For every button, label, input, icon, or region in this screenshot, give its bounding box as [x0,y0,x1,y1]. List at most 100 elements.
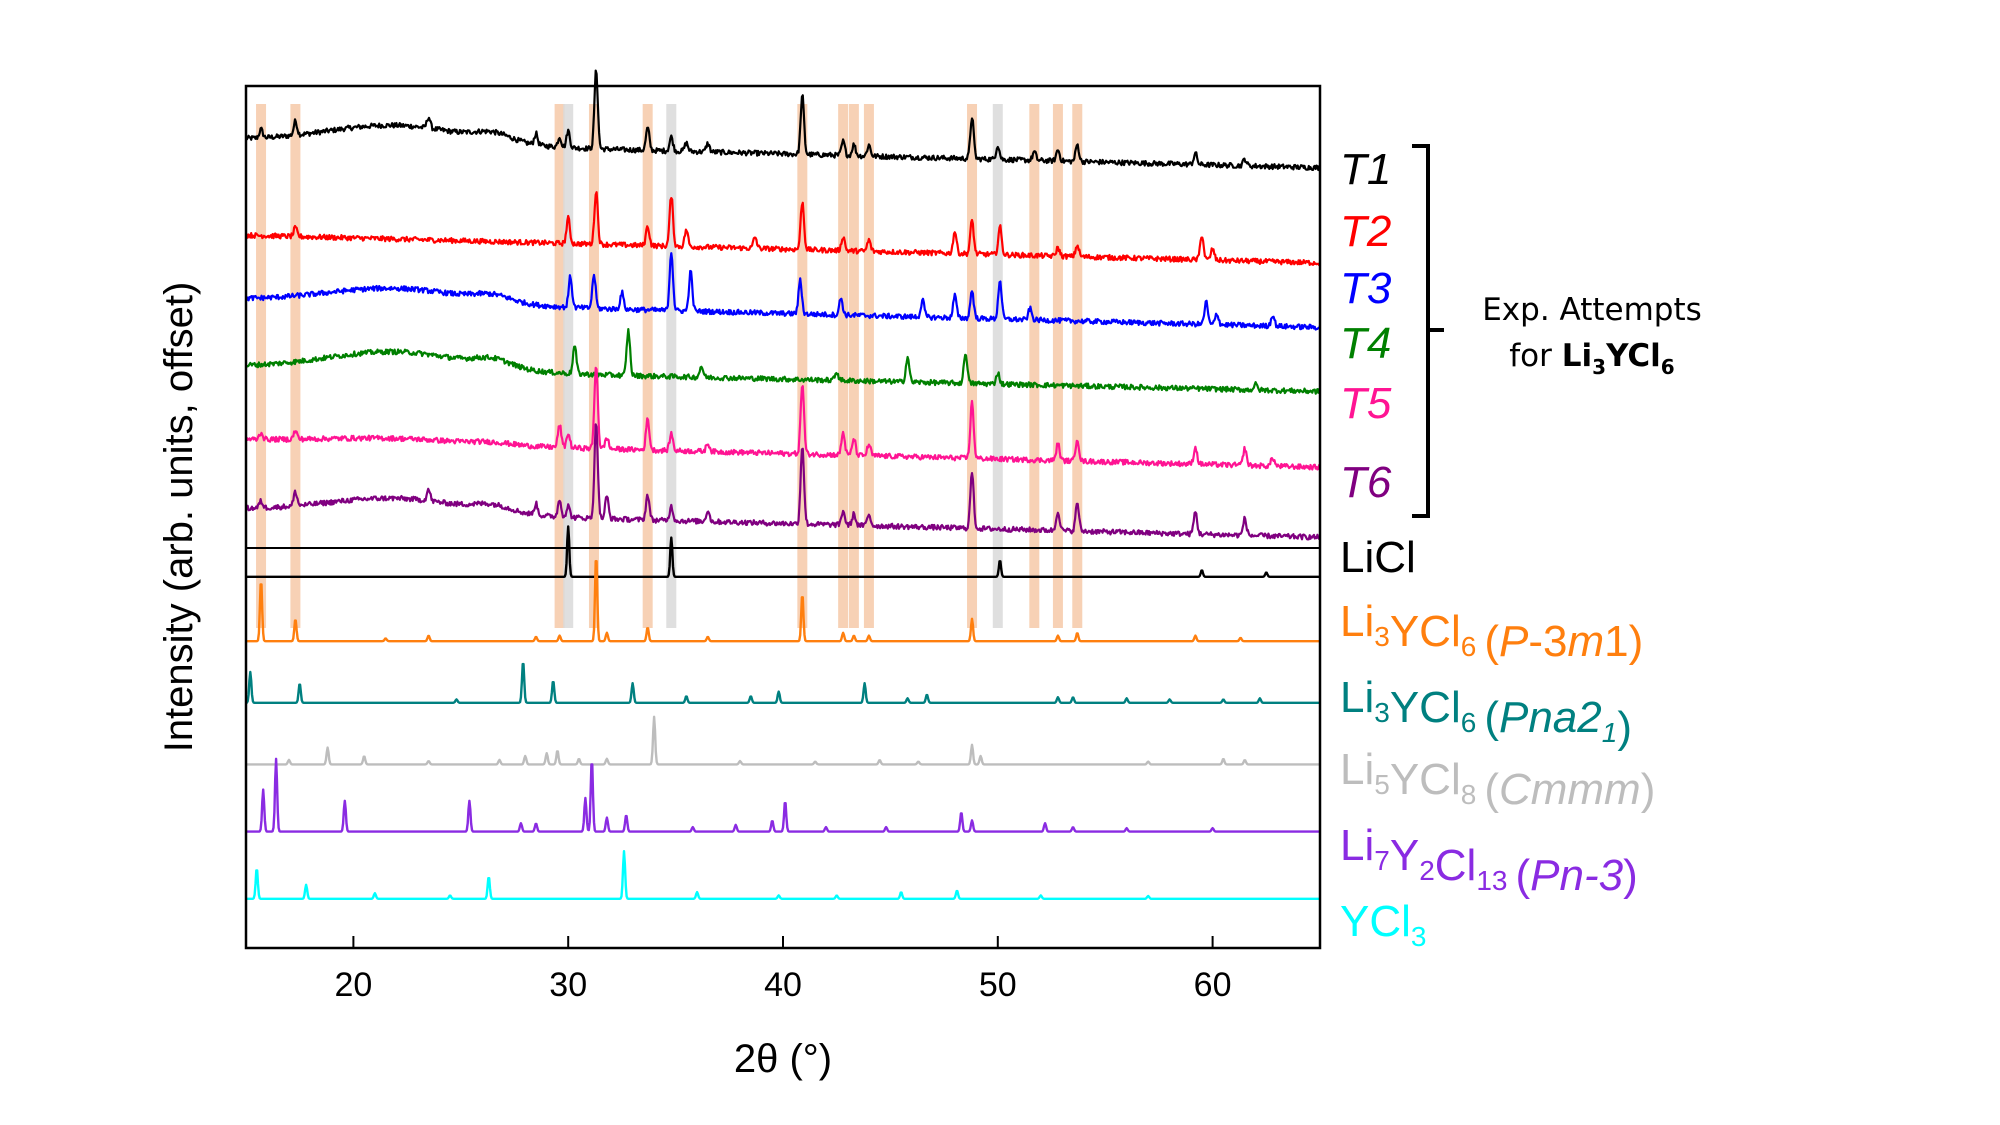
trace-li5ycl8-cmmm- [245,715,1321,766]
trace-ycl3 [245,850,1321,900]
label-t5-text: T5 [1340,379,1392,428]
bracket-text-line2: for Li3YCl6 [1509,338,1674,379]
label-t2: T2 [1340,207,1391,256]
label-li5ycl8-cmmm--paren-close: ) [1641,765,1656,814]
label-li7y2cl13-pn-3--subscript: 7 [1374,845,1390,876]
orange-reference-band-3 [588,104,599,628]
label-li7y2cl13-pn-3--subscript: 2 [1419,855,1435,886]
trace-t3 [244,252,1322,331]
trace-licl [245,525,1321,578]
label-li5ycl8-cmmm-: Li5YCl8 (Cmmm) [1340,745,1655,814]
bracket-shape [1412,144,1444,518]
label-li3ycl6-pna21--element: Li [1340,673,1374,722]
label-li3ycl6-pna21--paren-close: ) [1617,703,1632,752]
bracket-formula-ycl: YCl [1605,338,1661,374]
label-li7y2cl13-pn-3--element: Cl [1435,841,1477,890]
label-t4-text: T4 [1340,319,1391,368]
label-li3ycl6-p-3m1--subscript: 3 [1374,621,1390,652]
label-t6: T6 [1340,458,1392,507]
label-li3ycl6-p-3m1--paren-open: ( [1484,617,1499,666]
diffraction-traces [244,69,1322,900]
label-li5ycl8-cmmm--element: Li [1340,745,1374,794]
label-t4: T4 [1340,319,1391,368]
label-li3ycl6-p-3m1--element: Li [1340,597,1374,646]
orange-reference-band-7 [848,104,859,628]
label-t2-text: T2 [1340,207,1391,256]
label-li3ycl6-pna21-: Li3YCl6 (Pna21) [1340,673,1632,752]
label-li3ycl6-p-3m1--element: YCl [1390,607,1461,656]
trace-li3ycl6-p-3m1- [245,560,1321,643]
trace-t4 [245,328,1322,395]
x-axis-ticks: 20 30 40 50 60 [334,936,1232,1004]
label-li5ycl8-cmmm--paren-open: ( [1484,765,1499,814]
label-li3ycl6-p-3m1--phase-p: P [1499,617,1529,666]
label-licl-text: LiCl [1340,533,1416,582]
label-li3ycl6-p-3m1--paren-close: ) [1629,617,1644,666]
experimental-attempts-bracket: Exp. Attempts for Li3YCl6 [1412,144,1702,518]
orange-reference-band-11 [1052,104,1063,628]
orange-reference-band-12 [1072,104,1083,628]
orange-reference-band-6 [838,104,849,628]
x-tick-label-30: 30 [549,966,587,1004]
label-li5ycl8-cmmm--subscript: 8 [1461,779,1477,810]
bracket-formula-sub2: 6 [1661,355,1675,379]
x-tick-label-50: 50 [979,966,1017,1004]
label-li3ycl6-p-3m1--phase-3: -3 [1528,617,1567,666]
x-tick-label-20: 20 [334,966,372,1004]
bracket-formula-li: Li [1562,338,1592,374]
label-li7y2cl13-pn-3--element: Y [1390,831,1419,880]
label-t1: T1 [1340,145,1391,194]
label-li7y2cl13-pn-3-: Li7Y2Cl13 (Pn-3) [1340,821,1638,900]
x-axis-label: 2θ (°) [734,1037,832,1081]
bracket-formula-sub1: 3 [1592,355,1606,379]
y-axis-label: Intensity (arb. units, offset) [157,282,201,753]
orange-reference-band-4 [642,104,653,628]
label-li7y2cl13-pn-3--element: Li [1340,821,1374,870]
x-tick-label-40: 40 [764,966,802,1004]
label-li3ycl6-p-3m1--subscript: 6 [1461,631,1477,662]
bracket-text-line1: Exp. Attempts [1482,292,1702,328]
label-li3ycl6-pna21--subscript: 3 [1374,697,1390,728]
trace-li7y2cl13-pn-3- [245,757,1321,833]
orange-reference-band-1 [290,104,301,628]
orange-reference-band-5 [797,104,808,628]
label-li3ycl6-pna21--subscript: 6 [1461,707,1477,738]
grey-reference-band-2 [992,104,1003,628]
label-li5ycl8-cmmm--subscript: 5 [1374,769,1390,800]
orange-reference-band-2 [554,104,565,628]
label-li3ycl6-pna21--paren-open: ( [1484,693,1499,742]
label-li7y2cl13-pn-3--paren-close: ) [1623,851,1638,900]
grey-reference-band-0 [563,104,574,628]
label-li3ycl6-pna21--phase-sub: 1 [1602,717,1618,748]
label-li5ycl8-cmmm--phase-main: Cmmm [1499,765,1641,814]
label-li7y2cl13-pn-3--phase-main: Pn-3 [1530,851,1623,900]
label-ycl3-element: YCl [1340,897,1411,946]
label-li3ycl6-p-3m1-: Li3YCl6 (P-3m1) [1340,597,1643,666]
orange-reference-band-10 [1029,104,1040,628]
orange-reference-band-8 [863,104,874,628]
label-t1-text: T1 [1340,145,1391,194]
x-tick-label-60: 60 [1194,966,1232,1004]
label-ycl3-subscript: 3 [1411,921,1427,952]
label-li3ycl6-pna21--phase-main: Pna2 [1499,693,1602,742]
bracket-text-prefix: for [1509,338,1561,374]
trace-t5 [245,366,1321,471]
label-li3ycl6-p-3m1--phase-m: m [1567,617,1604,666]
orange-reference-band-9 [967,104,978,628]
reference-bands [256,104,1083,628]
label-li3ycl6-p-3m1--phase-1: 1 [1604,617,1628,666]
label-li3ycl6-pna21--element: YCl [1390,683,1461,732]
label-t6-text: T6 [1340,458,1392,507]
label-licl: LiCl [1340,533,1416,582]
label-li5ycl8-cmmm--element: YCl [1390,755,1461,804]
label-t3-text: T3 [1340,264,1392,313]
trace-t6 [245,423,1321,541]
label-t5: T5 [1340,379,1392,428]
label-li7y2cl13-pn-3--paren-open: ( [1515,851,1530,900]
label-t3: T3 [1340,264,1392,313]
trace-t1 [245,69,1322,172]
label-li7y2cl13-pn-3--subscript: 13 [1476,865,1507,896]
trace-li3ycl6-pna21- [245,662,1321,704]
